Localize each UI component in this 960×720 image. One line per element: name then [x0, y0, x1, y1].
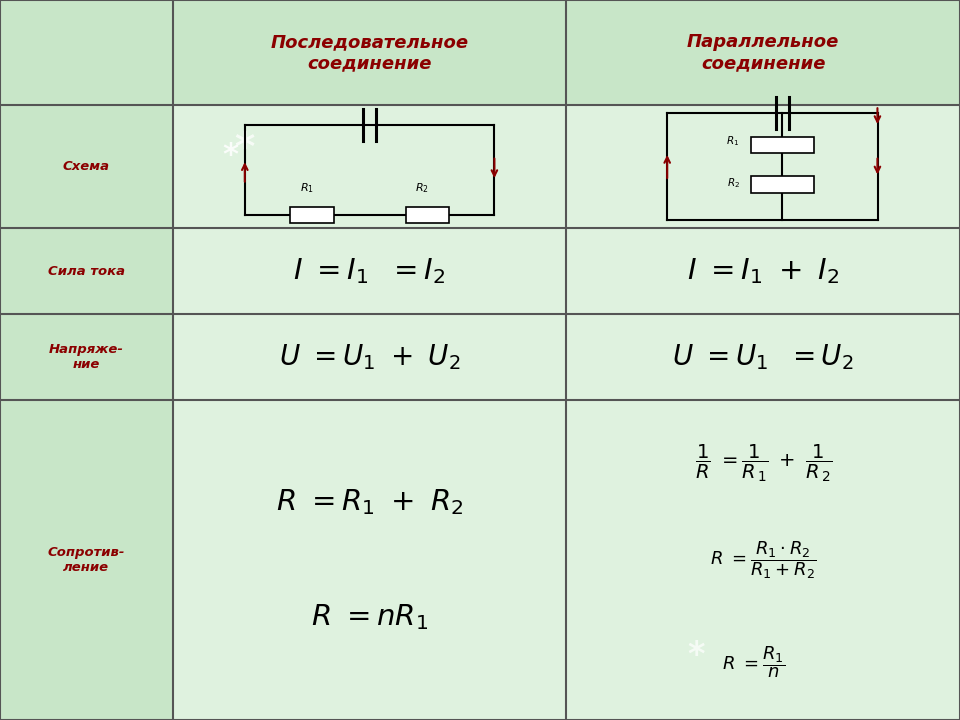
- Bar: [751, 137, 813, 153]
- Text: Напряже-
ние: Напряже- ние: [49, 343, 124, 371]
- Bar: [405, 207, 448, 223]
- Text: *: *: [687, 639, 705, 672]
- Text: $R\ =\dfrac{R_1\cdot R_2}{R_1+R_2}$: $R\ =\dfrac{R_1\cdot R_2}{R_1+R_2}$: [709, 539, 817, 580]
- Bar: [0, 400, 173, 720]
- Text: *: *: [223, 141, 238, 170]
- Text: $R_2$: $R_2$: [416, 181, 429, 195]
- Text: $R\ =nR_1$: $R\ =nR_1$: [311, 603, 428, 632]
- Bar: [0, 104, 173, 228]
- Bar: [290, 207, 334, 223]
- Text: Схема: Схема: [62, 160, 110, 173]
- Text: $R_2$: $R_2$: [727, 176, 739, 190]
- Text: Сила тока: Сила тока: [48, 265, 125, 278]
- Bar: [0, 0, 960, 104]
- Bar: [173, 314, 566, 400]
- Text: $I\ =I_1\ +\ I_2$: $I\ =I_1\ +\ I_2$: [687, 256, 839, 286]
- Text: $\dfrac{1}{R}\ =\dfrac{1}{R_{\,1}}\ +\ \dfrac{1}{R_{\,2}}$: $\dfrac{1}{R}\ =\dfrac{1}{R_{\,1}}\ +\ \…: [695, 443, 831, 485]
- Text: Сопротив-
ление: Сопротив- ление: [48, 546, 125, 574]
- Text: $R\ =\dfrac{R_1}{n}$: $R\ =\dfrac{R_1}{n}$: [722, 644, 785, 680]
- Bar: [566, 400, 960, 720]
- Text: Последовательное
соединение: Последовательное соединение: [271, 33, 468, 72]
- Bar: [173, 400, 566, 720]
- Bar: [0, 228, 173, 314]
- Text: *: *: [234, 130, 255, 168]
- Text: $R\ =R_1\ +\ R_2$: $R\ =R_1\ +\ R_2$: [276, 487, 464, 517]
- Text: $U\ =U_1\ \ =U_2$: $U\ =U_1\ \ =U_2$: [672, 342, 854, 372]
- Text: $R_1$: $R_1$: [727, 135, 739, 148]
- Bar: [566, 228, 960, 314]
- Bar: [566, 104, 960, 228]
- Text: $U\ =U_1\ +\ U_2$: $U\ =U_1\ +\ U_2$: [278, 342, 461, 372]
- Bar: [566, 314, 960, 400]
- Text: $I\ =I_1\ \ =I_2$: $I\ =I_1\ \ =I_2$: [294, 256, 445, 286]
- Bar: [173, 104, 566, 228]
- Text: Параллельное
соединение: Параллельное соединение: [687, 33, 839, 72]
- Text: $R_1$: $R_1$: [300, 181, 314, 195]
- Bar: [751, 176, 813, 193]
- Bar: [0, 314, 173, 400]
- Bar: [173, 228, 566, 314]
